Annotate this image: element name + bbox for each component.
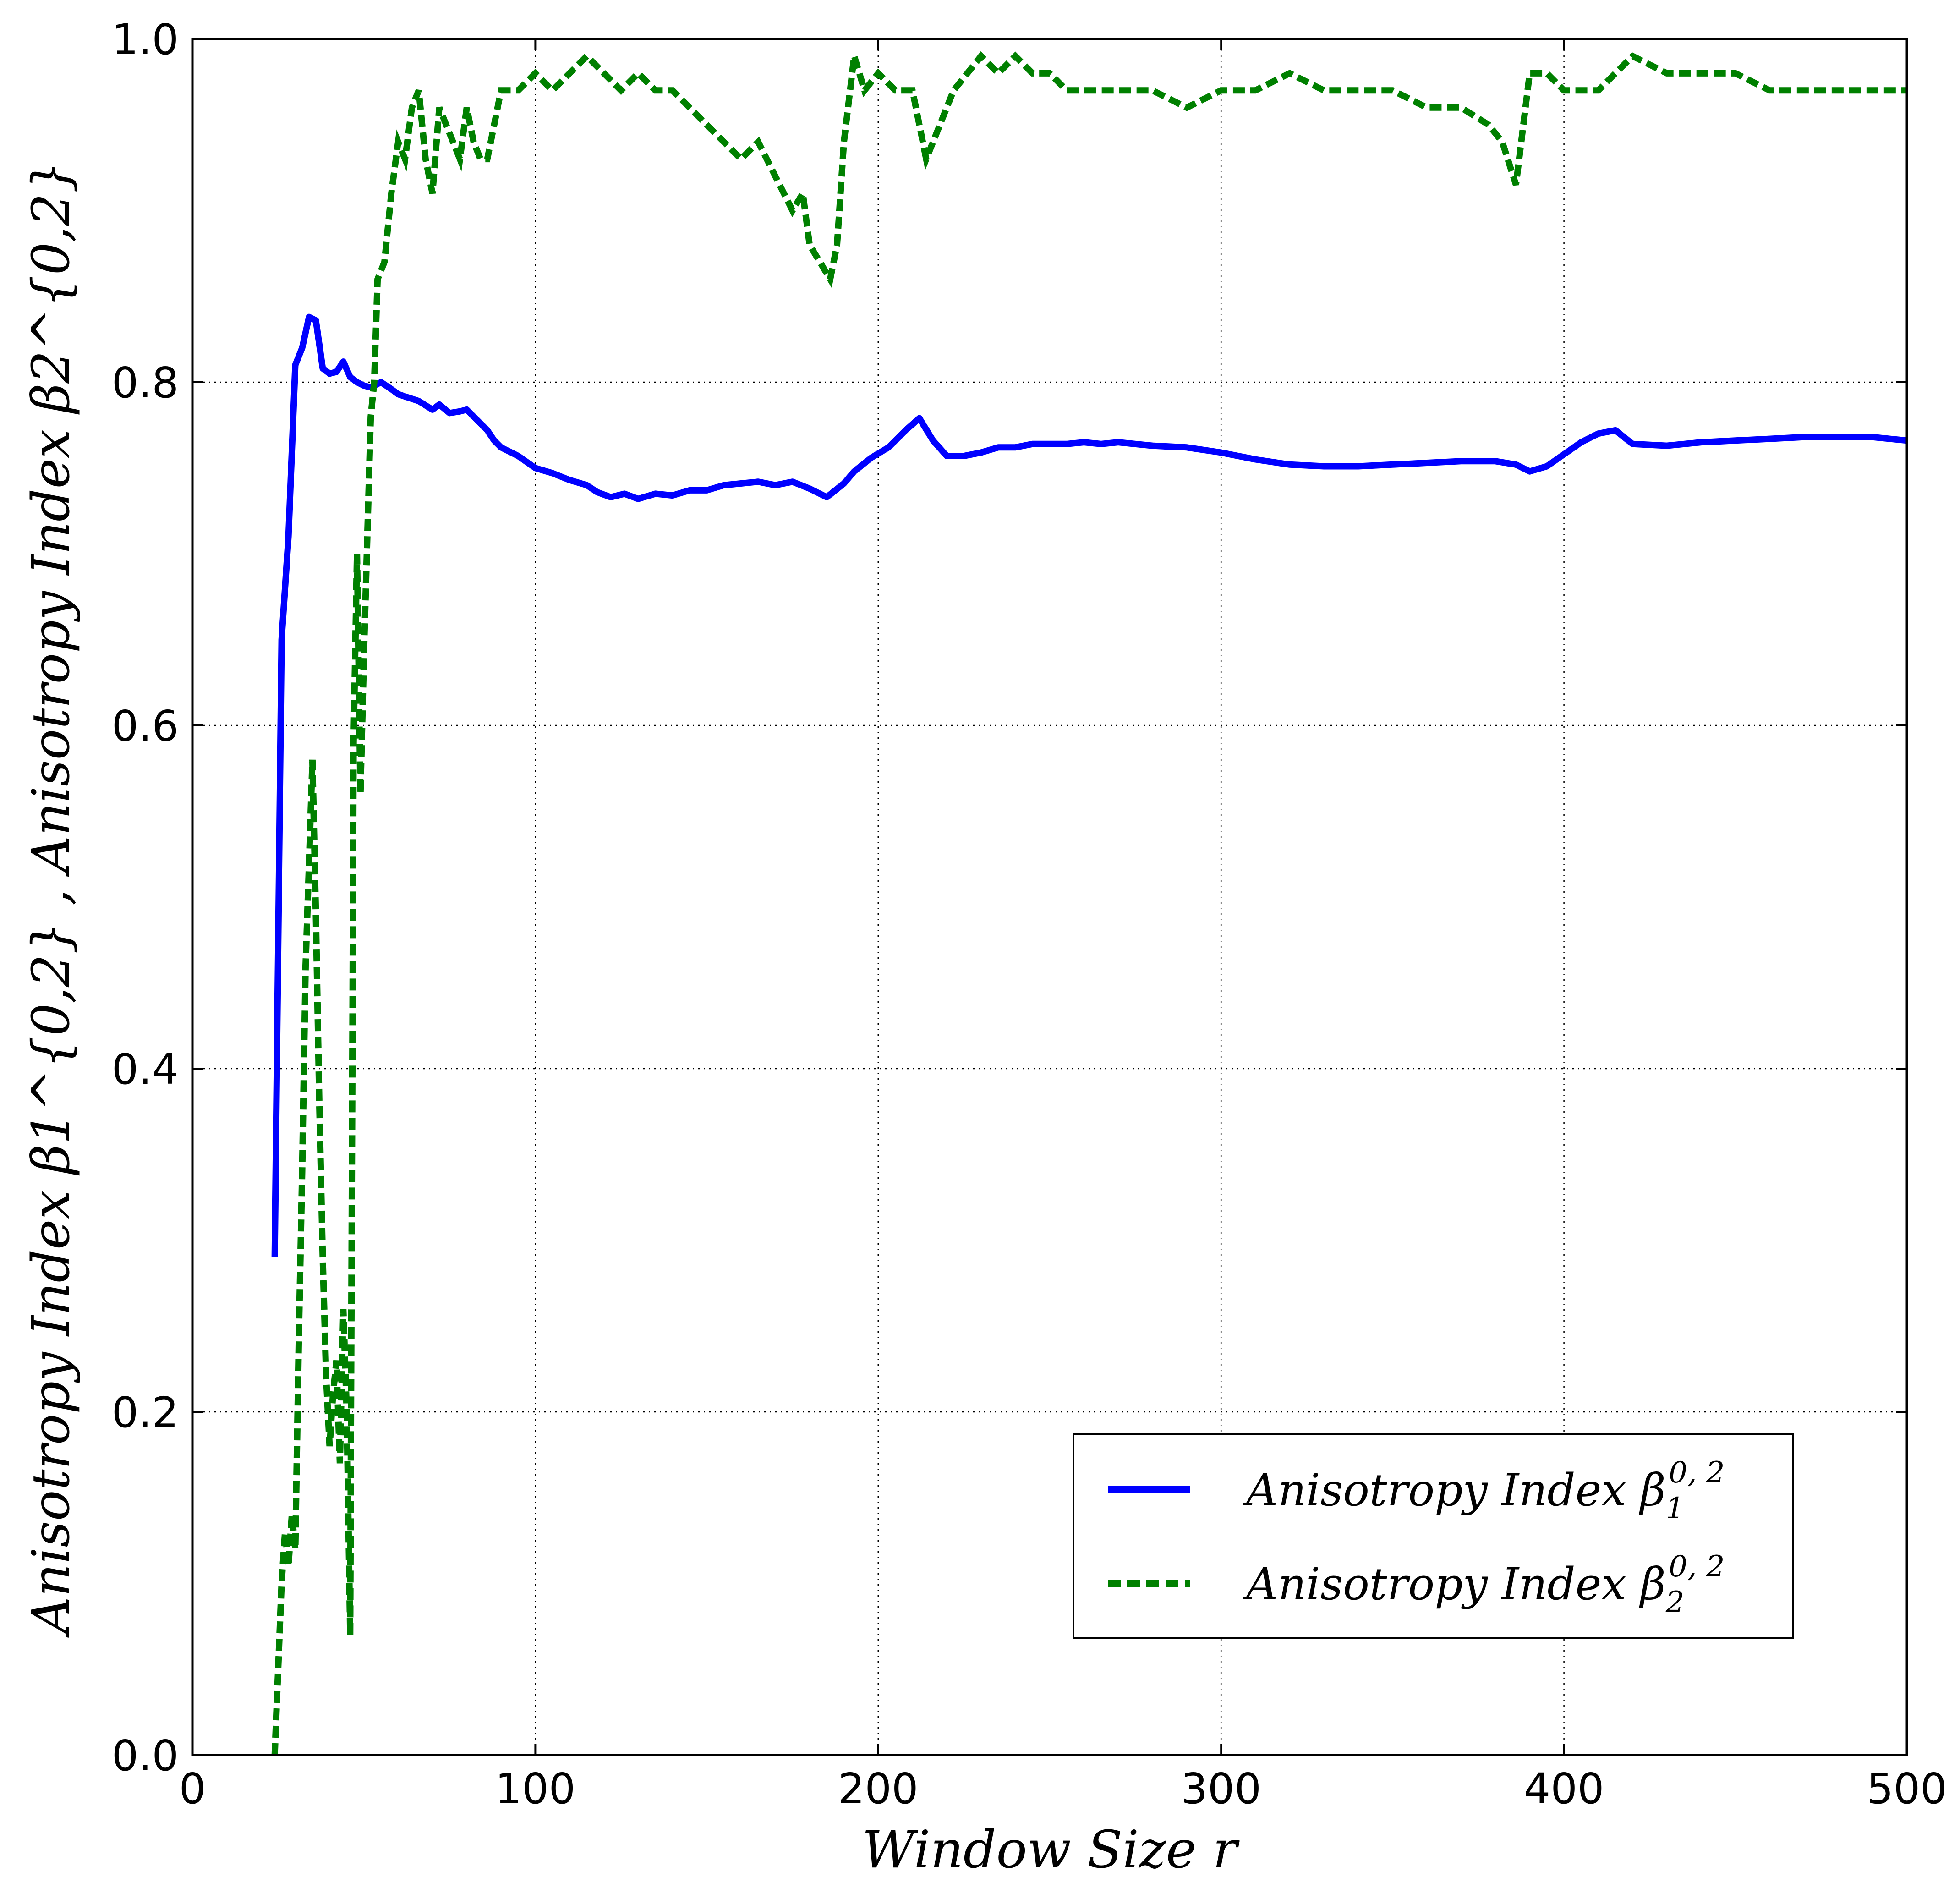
legend-box bbox=[1073, 1433, 1794, 1639]
ticks: 0 100 200 300 400 500 0.0 0.2 0.4 0.6 0.8 1.0 bbox=[112, 15, 1947, 1813]
legend-label-beta2: Anisotropy Index β20, 2 bbox=[1243, 1550, 1725, 1619]
y-tick-label: 0.8 bbox=[112, 358, 179, 407]
x-tick-label: 200 bbox=[838, 1764, 919, 1813]
x-axis-label: Window Size r bbox=[862, 1820, 1240, 1880]
legend-label-beta2-base: Anisotropy Index β bbox=[1243, 1559, 1666, 1610]
y-tick-label: 0.4 bbox=[112, 1045, 179, 1094]
plot-frame bbox=[191, 38, 1908, 1756]
series-line-beta1 bbox=[271, 313, 1907, 1257]
legend-label-beta1-sub: 1 bbox=[1666, 1492, 1685, 1526]
series-layer bbox=[271, 51, 1907, 1756]
y-axis-label-text: Anisotropy Index β1^{0,2} , Anisotropy I… bbox=[22, 161, 81, 1638]
legend: Anisotropy Index β10, 2 Anisotropy Index… bbox=[1073, 1433, 1794, 1639]
x-tick-label: 100 bbox=[495, 1764, 576, 1813]
legend-label-beta2-sub: 2 bbox=[1665, 1586, 1685, 1619]
x-tick-label: 500 bbox=[1867, 1764, 1947, 1813]
legend-label-beta1-sup: 0, 2 bbox=[1669, 1456, 1725, 1490]
y-tick-label: 1.0 bbox=[112, 15, 179, 64]
y-axis-label: Anisotropy Index β1^{0,2} , Anisotropy I… bbox=[22, 161, 81, 1638]
legend-label-beta1: Anisotropy Index β10, 2 bbox=[1243, 1456, 1725, 1526]
x-tick-label: 300 bbox=[1181, 1764, 1261, 1813]
y-tick-label: 0.0 bbox=[112, 1731, 179, 1780]
legend-label-beta2-sup: 0, 2 bbox=[1669, 1550, 1725, 1584]
y-tick-label: 0.2 bbox=[112, 1388, 179, 1437]
x-tick-label: 400 bbox=[1524, 1764, 1604, 1813]
x-tick-label: 0 bbox=[179, 1764, 206, 1813]
y-tick-label: 0.6 bbox=[112, 702, 179, 751]
legend-label-beta1-base: Anisotropy Index β bbox=[1243, 1465, 1666, 1516]
